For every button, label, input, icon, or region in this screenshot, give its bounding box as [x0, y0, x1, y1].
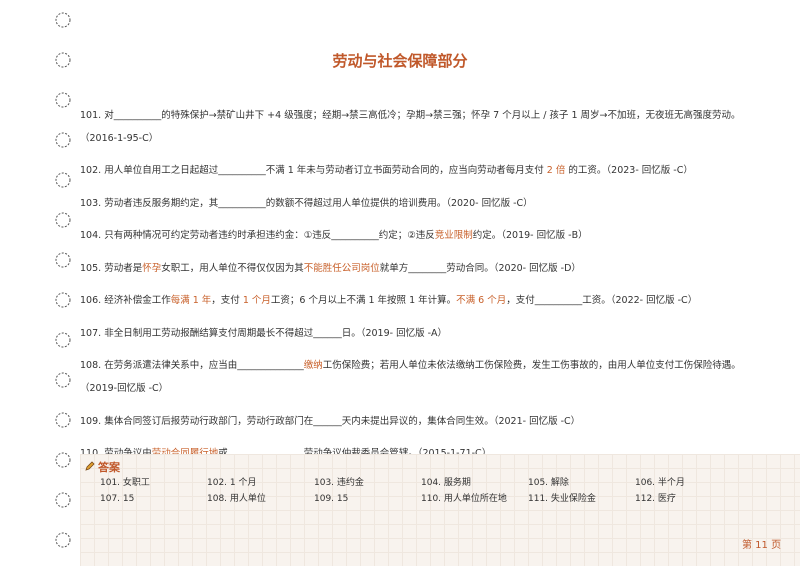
question: 101. 对__________的特殊保护→禁矿山井下 +4 级强度；经期→禁三…: [80, 104, 764, 150]
question-number: 106.: [80, 295, 102, 306]
question-text: 就单方________劳动合同。（2020- 回忆版 -D）: [379, 262, 581, 274]
pencil-icon: [85, 461, 95, 471]
answer-item: 108. 用人单位: [207, 494, 266, 504]
binder-ring: [55, 412, 71, 428]
question-text: 只有两种情况可约定劳动者违约时承担违约金：①违反__________约定；②违反: [104, 230, 435, 241]
binder-ring: [55, 372, 71, 388]
question-number: 101.: [80, 109, 102, 121]
answer-label: 答案: [98, 461, 120, 474]
answer-item: 112. 医疗: [635, 494, 676, 504]
question-number: 110.: [80, 448, 101, 459]
question-text: 非全日制用工劳动报酬结算支付周期最长不得超过______日。（2019- 回忆版…: [104, 327, 448, 339]
question-text: 或________________劳动争议仲裁委员会管辖。（2015-1-71-…: [218, 448, 491, 459]
question-text: 集体合同签订后报劳动行政部门，劳动行政部门在______天内未提出异议的，集体合…: [104, 415, 581, 427]
highlight-text: 1 个月: [242, 295, 271, 306]
question-number: 109.: [80, 415, 102, 427]
highlight-text: 每满 1 年: [170, 295, 212, 306]
question-text: 经济补偿金工作: [104, 295, 171, 306]
binder-ring: [55, 92, 71, 108]
answer-item: 101. 女职工: [100, 478, 150, 488]
binder-ring: [55, 132, 71, 148]
answer-item: 102. 1 个月: [207, 478, 257, 488]
highlight-text: 竞业限制: [434, 230, 473, 241]
binder-ring: [55, 212, 71, 228]
question-text: ，支付: [211, 295, 243, 306]
binder-ring: [55, 532, 71, 548]
answer-item: 110. 用人单位所在地: [421, 494, 507, 504]
answer-box: 答案 101. 女职工 102. 1 个月 103. 违约金 104. 服务期 105.…: [80, 454, 800, 566]
binder-ring: [55, 492, 71, 508]
question-text: 工资；6 个月以上不满 1 年按照 1 年计算。: [270, 295, 457, 306]
answer-item: 103. 违约金: [314, 478, 364, 488]
highlight-text: 怀孕: [142, 262, 162, 274]
answer-item: 107. 15: [100, 494, 135, 504]
answer-item: 111. 失业保险金: [528, 494, 596, 504]
highlight-text: 缴纳: [303, 360, 323, 371]
question-text: 工伤保险费；若用人单位未依法缴纳工伤保险费，发生工伤事故的，由用人单位支付工伤保…: [80, 360, 741, 394]
answer-item: 105. 解除: [528, 478, 569, 488]
binder-ring: [55, 252, 71, 268]
highlight-text: 不满 6 个月: [456, 295, 507, 306]
question-text: 用人单位自用工之日起超过__________不满 1 年未与劳动者订立书面劳动合…: [104, 165, 547, 176]
question-number: 104.: [80, 230, 102, 241]
answer-item: 104. 服务期: [421, 478, 471, 488]
question-number: 102.: [80, 165, 102, 176]
question: 108. 在劳务派遣法律关系中，应当由______________缴纳工伤保险费…: [80, 354, 764, 400]
question-text: 的工资。（2023- 回忆版 -C）: [565, 165, 693, 176]
question-text: ，支付__________工资。（2022- 回忆版 -C）: [506, 295, 698, 306]
question-number: 108.: [80, 360, 102, 371]
question: 102. 用人单位自用工之日起超过__________不满 1 年未与劳动者订立…: [80, 159, 764, 182]
question-number: 105.: [80, 262, 102, 274]
question-text: 对__________的特殊保护→禁矿山井下 +4 级强度；经期→禁三高低冷；孕…: [80, 109, 741, 144]
binder-ring: [55, 52, 71, 68]
question-text: 劳动争议由: [104, 448, 152, 459]
answer-grid: 101. 女职工 102. 1 个月 103. 违约金 104. 服务期 105. 解除…: [100, 477, 742, 505]
binder-rings: [55, 12, 71, 548]
highlight-text: 2 倍: [546, 165, 566, 176]
answer-item: 106. 半个月: [635, 478, 685, 488]
question-text: 约定。（2019- 回忆版 -B）: [472, 230, 588, 241]
binder-ring: [55, 452, 71, 468]
question-number: 107.: [80, 327, 102, 339]
highlight-text: 不能胜任公司岗位: [303, 262, 380, 274]
question: 104. 只有两种情况可约定劳动者违约时承担违约金：①违反__________约…: [80, 224, 764, 247]
question-text: 劳动者是: [104, 262, 143, 274]
highlight-text: 劳动合同履行地: [152, 448, 219, 459]
question: 106. 经济补偿金工作每满 1 年，支付 1 个月工资；6 个月以上不满 1 …: [80, 289, 764, 312]
question: 103. 劳动者违反服务期约定，其__________的数额不得超过用人单位提供…: [80, 192, 764, 215]
binder-ring: [55, 172, 71, 188]
question: 110. 劳动争议由劳动合同履行地或________________劳动争议仲裁…: [80, 442, 764, 465]
question: 105. 劳动者是怀孕女职工，用人单位不得仅仅因为其不能胜任公司岗位就单方___…: [80, 257, 764, 280]
question-text: 劳动者违反服务期约定，其__________的数额不得超过用人单位提供的培训费用…: [104, 197, 533, 209]
question-text: 在劳务派遣法律关系中，应当由______________: [104, 360, 304, 371]
binder-ring: [55, 292, 71, 308]
question: 107. 非全日制用工劳动报酬结算支付周期最长不得超过______日。（2019…: [80, 322, 764, 345]
binder-ring: [55, 332, 71, 348]
question: 109. 集体合同签订后报劳动行政部门，劳动行政部门在______天内未提出异议…: [80, 410, 764, 433]
answer-item: 109. 15: [314, 494, 349, 504]
page-title: 劳动与社会保障部分: [332, 52, 468, 70]
binder-ring: [55, 12, 71, 28]
question-text: 女职工，用人单位不得仅仅因为其: [161, 262, 304, 274]
question-number: 103.: [80, 197, 102, 209]
page-number: 第 11 页: [742, 540, 782, 551]
